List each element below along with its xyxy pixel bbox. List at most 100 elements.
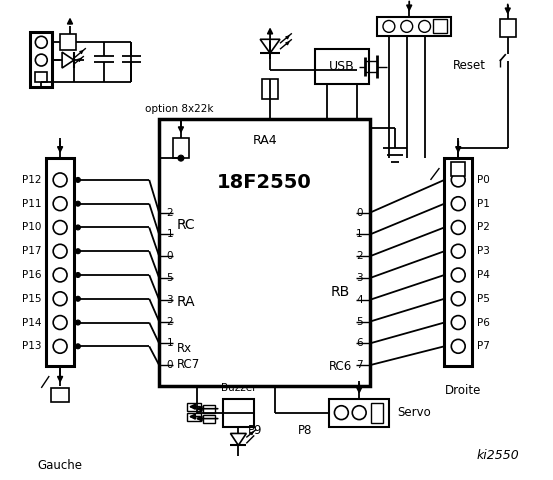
Bar <box>159 119 370 386</box>
Circle shape <box>75 296 80 301</box>
Text: ki2550: ki2550 <box>477 449 519 462</box>
Text: P6: P6 <box>477 318 490 327</box>
Text: 7: 7 <box>356 360 363 370</box>
Text: 3: 3 <box>166 295 173 305</box>
Circle shape <box>178 155 184 161</box>
Text: 18F2550: 18F2550 <box>217 173 312 192</box>
Circle shape <box>53 292 67 306</box>
Circle shape <box>53 197 67 211</box>
Bar <box>46 158 74 366</box>
Text: P7: P7 <box>477 341 490 351</box>
Text: P12: P12 <box>22 175 41 185</box>
Circle shape <box>35 36 47 48</box>
Circle shape <box>451 197 465 211</box>
Circle shape <box>451 268 465 282</box>
Text: RC7: RC7 <box>177 358 200 371</box>
Text: 2: 2 <box>356 251 363 261</box>
Text: option 8x22k: option 8x22k <box>145 104 213 114</box>
Text: P1: P1 <box>477 199 490 209</box>
Circle shape <box>419 21 430 32</box>
Bar <box>434 20 447 33</box>
Text: P14: P14 <box>22 318 41 327</box>
Text: P11: P11 <box>22 199 41 209</box>
Text: 0: 0 <box>166 360 173 370</box>
Circle shape <box>451 292 465 306</box>
Text: 1: 1 <box>166 229 173 240</box>
Text: RA4: RA4 <box>252 134 277 147</box>
Circle shape <box>53 268 67 282</box>
Text: 5: 5 <box>166 273 173 283</box>
Text: 2: 2 <box>166 316 173 326</box>
Circle shape <box>53 220 67 234</box>
Bar <box>203 405 215 413</box>
Text: P0: P0 <box>477 175 490 185</box>
Circle shape <box>383 21 395 32</box>
Circle shape <box>75 225 80 230</box>
Circle shape <box>75 273 80 277</box>
Text: P10: P10 <box>22 222 41 232</box>
Text: P4: P4 <box>477 270 490 280</box>
Bar <box>51 388 69 402</box>
Circle shape <box>335 406 348 420</box>
Bar <box>451 162 465 176</box>
Polygon shape <box>231 433 246 445</box>
Text: USB: USB <box>329 60 354 73</box>
Polygon shape <box>260 39 280 53</box>
Bar <box>187 413 201 420</box>
Bar <box>30 32 52 87</box>
Bar <box>371 403 383 422</box>
Circle shape <box>451 315 465 329</box>
Text: 6: 6 <box>356 338 363 348</box>
Text: RC: RC <box>177 218 196 232</box>
Circle shape <box>53 244 67 258</box>
Circle shape <box>75 178 80 182</box>
Text: P5: P5 <box>477 294 490 304</box>
Circle shape <box>75 201 80 206</box>
Text: P2: P2 <box>477 222 490 232</box>
Bar <box>377 16 451 36</box>
Bar <box>173 138 189 158</box>
Bar <box>262 79 278 99</box>
Text: P13: P13 <box>22 341 41 351</box>
Text: P9: P9 <box>248 424 263 437</box>
Bar <box>315 49 369 84</box>
Bar <box>60 35 76 50</box>
Text: 0: 0 <box>166 251 173 261</box>
Text: P3: P3 <box>477 246 490 256</box>
Bar <box>330 399 389 427</box>
Bar <box>445 158 472 366</box>
Text: 2: 2 <box>166 207 173 217</box>
Text: 1: 1 <box>166 338 173 348</box>
Bar <box>500 20 516 37</box>
Bar <box>203 415 215 422</box>
Text: RA: RA <box>177 295 196 309</box>
Text: 5: 5 <box>356 316 363 326</box>
Text: 1: 1 <box>356 229 363 240</box>
Text: 3: 3 <box>356 273 363 283</box>
Text: RB: RB <box>331 285 350 299</box>
Circle shape <box>451 244 465 258</box>
Text: Buzzer: Buzzer <box>221 383 256 393</box>
Text: 0: 0 <box>356 207 363 217</box>
Circle shape <box>75 249 80 254</box>
Circle shape <box>451 173 465 187</box>
Text: 4: 4 <box>356 295 363 305</box>
Circle shape <box>53 339 67 353</box>
Circle shape <box>75 320 80 325</box>
Text: P17: P17 <box>22 246 41 256</box>
Circle shape <box>53 173 67 187</box>
Text: Reset: Reset <box>453 59 486 72</box>
Circle shape <box>75 344 80 349</box>
Circle shape <box>451 220 465 234</box>
Text: Servo: Servo <box>397 406 431 419</box>
Bar <box>35 72 47 82</box>
Text: P16: P16 <box>22 270 41 280</box>
Text: P15: P15 <box>22 294 41 304</box>
Circle shape <box>451 339 465 353</box>
Bar <box>222 399 254 427</box>
Text: P8: P8 <box>298 424 312 437</box>
Text: RC6: RC6 <box>329 360 352 372</box>
Circle shape <box>401 21 413 32</box>
Text: Droite: Droite <box>445 384 481 397</box>
Circle shape <box>53 315 67 329</box>
